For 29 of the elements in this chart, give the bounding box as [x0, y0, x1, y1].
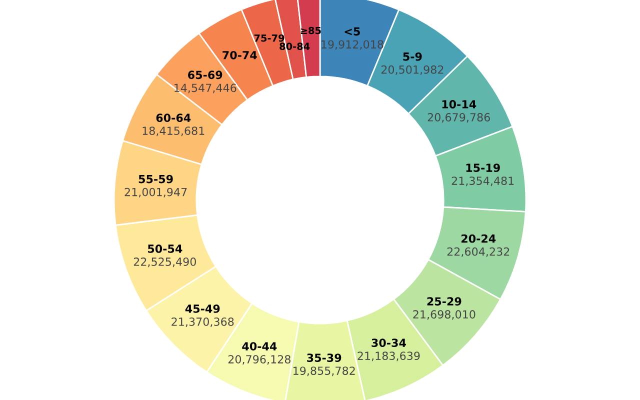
slice-label: 25-29: [427, 297, 462, 306]
data-label: 21,698,010: [413, 310, 476, 320]
slice-label: 65-69: [188, 70, 222, 80]
data-label: 20,679,786: [428, 113, 490, 123]
data-label: 21,370,368: [172, 318, 234, 328]
slice-label: <5: [344, 27, 360, 36]
slice-label: 50-54: [148, 244, 182, 253]
data-label: 22,525,490: [134, 258, 196, 268]
data-label: 18,415,681: [142, 126, 204, 136]
data-label: 21,001,947: [124, 188, 187, 198]
slice-label: 20-24: [461, 234, 496, 243]
slice-label: 10-14: [442, 100, 476, 108]
slice-label: 70-74: [222, 50, 257, 60]
data-label: 19,855,782: [294, 366, 355, 376]
data-label: 19,912,018: [322, 40, 384, 50]
slice-label: 35-39: [307, 354, 342, 362]
data-label: 21,354,481: [452, 176, 514, 186]
data-label: 14,547,446: [174, 84, 236, 94]
slice-label: 5-9: [403, 52, 422, 61]
slice-label: 40-44: [242, 342, 277, 350]
data-label: 22,604,232: [447, 247, 510, 257]
data-label: 20,501,982: [381, 65, 444, 75]
data-label: 20,796,128: [228, 355, 290, 365]
data-label: 21,183,639: [358, 352, 420, 362]
slice-label: 60-64: [156, 114, 191, 122]
slice-label: 55-59: [138, 174, 173, 184]
slice-label: 45-49: [185, 304, 220, 313]
slice-label: 15-19: [466, 164, 500, 172]
slice-label: 30-34: [372, 338, 406, 348]
